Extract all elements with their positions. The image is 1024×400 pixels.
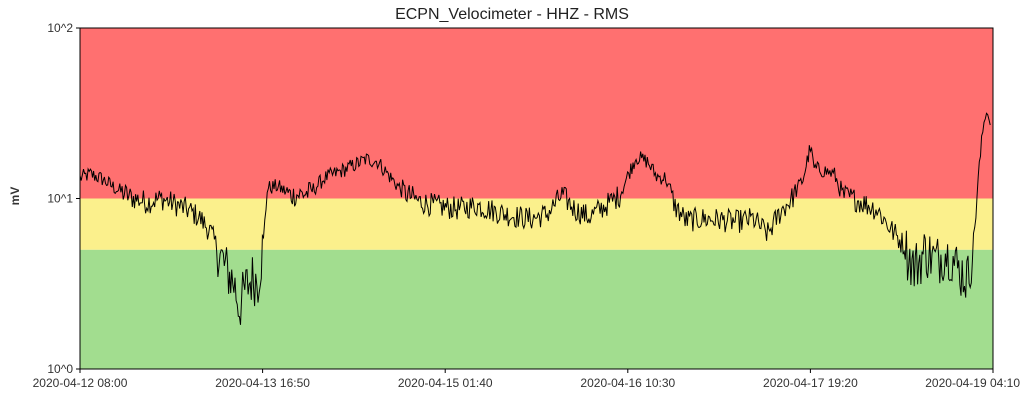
band-warning (80, 198, 993, 250)
plot-frame (79, 27, 994, 370)
band-alarm (80, 28, 993, 199)
x-tick-label: 2020-04-15 01:40 (398, 376, 493, 390)
y-tick-label: 10^1 (47, 192, 73, 206)
band-normal (80, 249, 993, 369)
y-tick-label: 10^0 (47, 362, 73, 376)
y-ticks: 10^0 10^1 10^2 (47, 21, 80, 376)
x-ticks: 2020-04-12 08:00 2020-04-13 16:50 2020-04-… (33, 369, 1020, 390)
y-tick-label: 10^2 (47, 21, 73, 35)
chart-title: ECPN_Velocimeter - HHZ - RMS (395, 6, 629, 23)
x-tick-label: 2020-04-12 08:00 (33, 376, 128, 390)
series-group (79, 112, 991, 325)
x-tick-label: 2020-04-16 10:30 (580, 376, 675, 390)
x-tick-label: 2020-04-13 16:50 (215, 376, 310, 390)
threshold-bands (80, 28, 993, 369)
y-axis-label: mV (8, 187, 22, 206)
x-tick-label: 2020-04-17 19:20 (763, 376, 858, 390)
x-tick-label: 2020-04-19 04:10 (925, 376, 1020, 390)
rms-series-line (79, 112, 991, 325)
